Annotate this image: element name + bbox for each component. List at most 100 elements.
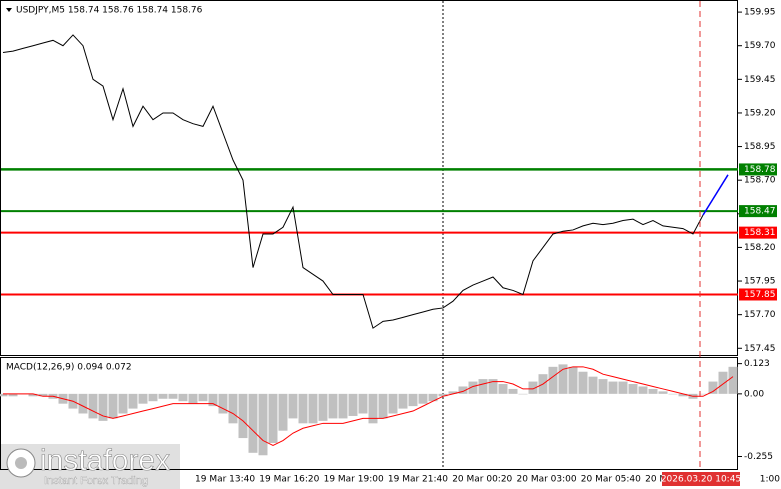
macd-bar <box>368 393 378 424</box>
macd-bar <box>158 393 168 399</box>
macd-bar <box>528 381 538 394</box>
macd-bar <box>218 393 228 414</box>
macd-bar <box>378 393 388 419</box>
macd-title: MACD(12,26,9) 0.094 0.072 <box>6 363 132 373</box>
macd-bar <box>348 393 358 416</box>
macd-bar <box>548 366 558 394</box>
macd-bar <box>608 381 618 394</box>
macd-bar <box>288 393 298 419</box>
logo-tagline: Instant Forex Trading <box>44 475 148 487</box>
macd-bar <box>228 393 238 424</box>
macd-bar <box>388 393 398 414</box>
macd-bar <box>0 393 8 397</box>
macd-bar <box>108 393 118 419</box>
macd-bar <box>588 376 598 394</box>
macd-bar <box>328 393 338 419</box>
macd-bar <box>678 393 688 397</box>
macd-bar <box>88 393 98 419</box>
y-tick-label: -0.255 <box>744 452 773 462</box>
y-tick-label: 157.95 <box>744 277 776 287</box>
macd-bar <box>208 393 218 407</box>
macd-bar <box>418 393 428 404</box>
x-tick-label: 20 Mar 03:00 <box>517 475 577 485</box>
macd-bar <box>708 381 718 394</box>
macd-bar <box>248 393 258 453</box>
y-tick-label: 159.45 <box>744 75 776 85</box>
macd-bar <box>468 381 478 394</box>
level-label-box <box>739 163 777 176</box>
level-label: 158.78 <box>744 165 776 175</box>
macd-bar <box>188 393 198 404</box>
macd-bar <box>178 393 188 402</box>
price-line <box>2 34 704 329</box>
macd-bar <box>448 391 458 394</box>
macd-bar <box>618 381 628 394</box>
price-panel <box>0 0 738 356</box>
y-tick-label: 158.95 <box>744 142 776 152</box>
x-tick-label: 20 Mar 05:40 <box>581 475 641 485</box>
x-tick-label: 19 Mar 16:20 <box>259 475 319 485</box>
macd-bar <box>278 393 288 431</box>
y-tick-label: 0.123 <box>744 359 770 369</box>
logo-icon-core <box>15 457 27 469</box>
x-tick-label: 20 M <box>645 475 667 485</box>
macd-bar <box>118 393 128 414</box>
macd-bar <box>198 393 208 402</box>
x-tick-label: 19 Mar 13:40 <box>195 475 255 485</box>
macd-bar <box>578 371 588 394</box>
macd-bar <box>238 393 248 439</box>
x-tick-label: 1:00 <box>760 475 780 485</box>
level-label: 158.47 <box>744 207 776 217</box>
macd-bar <box>128 393 138 409</box>
macd-bar <box>458 386 468 394</box>
macd-bar <box>398 393 408 409</box>
level-label: 157.85 <box>744 290 776 300</box>
macd-bar <box>148 393 158 402</box>
x-tick-label: 20 Mar 00:20 <box>452 475 512 485</box>
macd-bar <box>558 364 568 394</box>
macd-bar <box>308 393 318 424</box>
macd-bar <box>628 384 638 394</box>
level-label: 158.31 <box>744 228 776 238</box>
macd-bar <box>8 393 18 397</box>
macd-bar <box>568 366 578 394</box>
macd-bar <box>598 379 608 394</box>
logo: instaforex Instant Forex Trading <box>0 444 180 489</box>
macd-bar <box>298 393 308 424</box>
y-tick-label: 157.45 <box>744 344 776 354</box>
level-label-box <box>739 288 777 301</box>
macd-bar <box>98 393 108 421</box>
macd-bar <box>728 366 738 394</box>
macd-bar <box>498 384 508 394</box>
macd-bar <box>168 393 178 399</box>
macd-bar <box>268 393 278 443</box>
macd-bar <box>438 393 448 397</box>
chart-title: USDJPY,M5 158.74 158.76 158.74 158.76 <box>16 6 203 16</box>
macd-bar <box>668 393 678 395</box>
macd-bar <box>718 371 728 394</box>
macd-bar <box>408 393 418 407</box>
current-time-box <box>662 472 740 486</box>
macd-bar <box>258 393 268 456</box>
macd-bar <box>78 393 88 414</box>
macd-bar <box>338 393 348 419</box>
macd-bar <box>638 386 648 394</box>
macd-bar <box>488 379 498 394</box>
y-tick-label: 159.95 <box>744 8 776 18</box>
y-tick-label: 159.70 <box>744 41 776 51</box>
macd-bar <box>428 393 438 402</box>
macd-bar <box>138 393 148 404</box>
level-label-box <box>739 226 777 239</box>
macd-bar <box>508 388 518 394</box>
macd-bar <box>658 391 668 394</box>
macd-bar <box>38 393 48 397</box>
macd-bar <box>358 393 368 414</box>
x-tick-label: 19 Mar 21:40 <box>388 475 448 485</box>
menu-arrow <box>6 8 12 12</box>
macd-bar <box>28 393 38 397</box>
macd-bar <box>518 393 528 395</box>
y-tick-label: 158.70 <box>744 176 776 186</box>
y-tick-label: 158.20 <box>744 243 776 253</box>
x-tick-label: 19 Mar 19:00 <box>324 475 384 485</box>
